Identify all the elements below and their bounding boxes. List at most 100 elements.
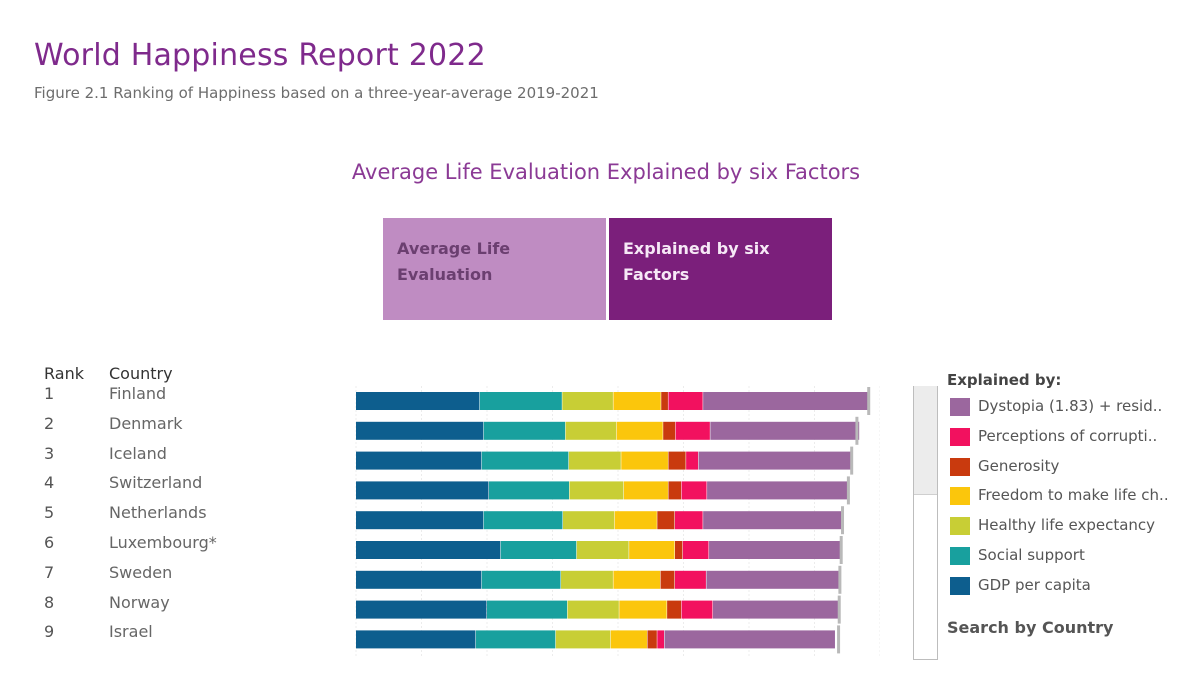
bar-segment[interactable]: [568, 451, 621, 470]
bar-segment[interactable]: [356, 600, 487, 619]
bar-segment[interactable]: [657, 511, 675, 530]
country-label[interactable]: Israel: [109, 622, 153, 642]
bar-segment[interactable]: [647, 630, 657, 649]
country-label[interactable]: Luxembourg*: [109, 533, 217, 552]
bar-segment[interactable]: [681, 481, 707, 500]
legend-item[interactable]: Dystopia (1.83) + resid..: [950, 396, 1180, 418]
bar-segment[interactable]: [565, 421, 617, 440]
rank-label: 9: [44, 622, 55, 642]
bar-segment[interactable]: [667, 600, 682, 619]
legend-item[interactable]: Perceptions of corrupti..: [950, 426, 1180, 448]
scrollbar-thumb[interactable]: [914, 386, 937, 495]
bar-segment[interactable]: [675, 421, 710, 440]
bar-segment[interactable]: [682, 541, 709, 559]
bar-segment[interactable]: [567, 600, 619, 619]
bar-segment[interactable]: [356, 511, 484, 530]
bar-segment[interactable]: [703, 511, 842, 530]
bar-segment[interactable]: [621, 451, 668, 470]
bar-segment[interactable]: [661, 392, 668, 410]
bar-segment[interactable]: [706, 570, 840, 589]
legend-item[interactable]: GDP per capita: [950, 575, 1180, 597]
bar-segment[interactable]: [668, 451, 686, 470]
bar-segment[interactable]: [663, 421, 676, 440]
bar-segment[interactable]: [356, 392, 480, 410]
country-label[interactable]: Iceland: [109, 443, 167, 463]
total-marker: [850, 446, 854, 475]
bar-segment[interactable]: [500, 541, 577, 559]
bar-segment[interactable]: [481, 570, 561, 589]
bar-segment[interactable]: [614, 511, 657, 530]
country-label[interactable]: Sweden: [109, 562, 173, 582]
country-label[interactable]: Norway: [109, 592, 170, 612]
total-marker: [837, 625, 841, 654]
legend-item[interactable]: Generosity: [950, 456, 1180, 478]
country-label[interactable]: Denmark: [109, 413, 183, 433]
bar-segment[interactable]: [569, 481, 624, 500]
bar-segment[interactable]: [613, 570, 661, 589]
legend-label: Dystopia (1.83) + resid..: [978, 397, 1163, 415]
explained-by-six-factors-toggle[interactable]: Explained by six Factors: [609, 218, 832, 320]
bar-segment[interactable]: [709, 541, 842, 559]
bar-segment[interactable]: [616, 421, 663, 440]
country-label[interactable]: Finland: [109, 384, 167, 403]
bar-segment[interactable]: [356, 630, 476, 649]
bar-segment[interactable]: [613, 392, 661, 410]
bar-segment[interactable]: [356, 481, 489, 500]
bar-segment[interactable]: [660, 570, 675, 589]
bar-segment[interactable]: [576, 541, 629, 559]
bar-segment[interactable]: [674, 570, 706, 589]
bar-segment[interactable]: [703, 392, 868, 410]
bar-segment[interactable]: [674, 511, 703, 530]
chart-scrollbar[interactable]: [913, 386, 938, 660]
country-label[interactable]: Netherlands: [109, 503, 207, 523]
bar-segment[interactable]: [707, 481, 848, 500]
bar-segment[interactable]: [561, 570, 613, 589]
bar-segment[interactable]: [483, 511, 563, 530]
legend-label: GDP per capita: [978, 575, 1091, 594]
bar-segment[interactable]: [562, 511, 615, 530]
bar-segment[interactable]: [629, 541, 675, 559]
legend-item[interactable]: Healthy life expectancy: [950, 515, 1180, 537]
country-label[interactable]: Switzerland: [109, 473, 203, 493]
bar-segment[interactable]: [681, 600, 713, 619]
legend-label: Social support: [978, 546, 1085, 564]
bar-segment[interactable]: [698, 451, 851, 470]
bar-segment[interactable]: [488, 481, 570, 500]
legend-item[interactable]: Freedom to make life ch..: [950, 485, 1180, 507]
bar-segment[interactable]: [487, 600, 568, 619]
bar-segment[interactable]: [668, 481, 682, 500]
legend-swatch: [950, 487, 970, 506]
bar-segment[interactable]: [356, 451, 482, 470]
bar-segment[interactable]: [712, 600, 839, 619]
bar-segment[interactable]: [356, 541, 501, 559]
bar-segment[interactable]: [479, 392, 562, 410]
rank-label: 8: [44, 592, 55, 612]
bar-segment[interactable]: [657, 630, 665, 649]
bar-segment[interactable]: [674, 541, 683, 559]
legend-item[interactable]: Social support: [950, 545, 1180, 567]
bar-segment[interactable]: [555, 630, 611, 649]
legend-swatch: [950, 517, 970, 536]
bar-segment[interactable]: [481, 451, 569, 470]
total-marker: [838, 565, 842, 594]
report-subtitle: Figure 2.1 Ranking of Happiness based on…: [34, 84, 599, 102]
bar-segment[interactable]: [710, 421, 860, 440]
bar-segment[interactable]: [356, 421, 484, 440]
bar-segment[interactable]: [668, 392, 703, 410]
rank-label: 5: [44, 503, 55, 523]
bar-segment[interactable]: [686, 451, 699, 470]
bar-segment[interactable]: [356, 570, 482, 589]
bar-segment[interactable]: [562, 392, 613, 410]
bar-segment[interactable]: [664, 630, 835, 649]
bar-segment[interactable]: [619, 600, 667, 619]
average-life-evaluation-toggle[interactable]: Average Life Evaluation: [383, 218, 606, 320]
bar-segment[interactable]: [475, 630, 556, 649]
legend-swatch: [950, 427, 970, 446]
country-column-header: Country: [109, 364, 173, 383]
legend-label: Perceptions of corrupti..: [978, 426, 1158, 445]
bar-segment[interactable]: [483, 421, 566, 440]
total-marker: [867, 387, 871, 415]
bar-segment[interactable]: [623, 481, 668, 500]
legend-swatch: [950, 576, 970, 595]
bar-segment[interactable]: [610, 630, 647, 649]
